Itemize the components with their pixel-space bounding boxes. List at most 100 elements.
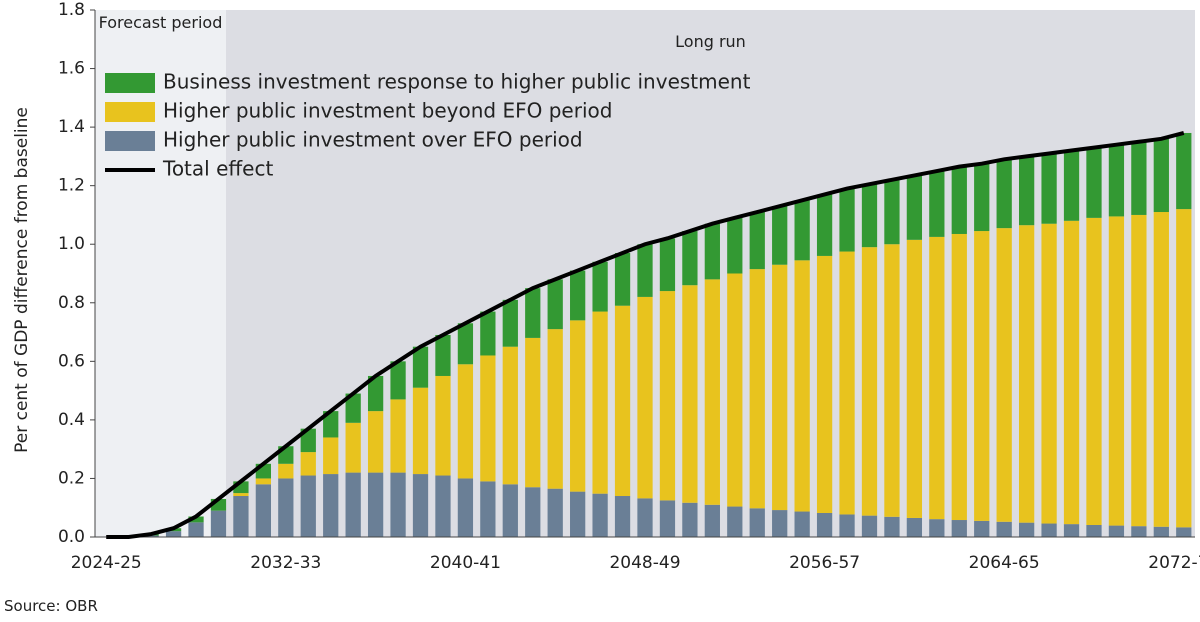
- bar-segment: [1019, 522, 1035, 537]
- bar-segment: [210, 498, 227, 511]
- bar-segment: [1131, 526, 1147, 537]
- y-tick-label: 0.2: [58, 468, 85, 488]
- bar-segment: [592, 311, 608, 494]
- y-tick-label: 1.8: [58, 0, 85, 20]
- bar-segment: [816, 512, 833, 537]
- bar-segment: [929, 519, 945, 537]
- x-tick-label: 2072-73: [1148, 553, 1200, 573]
- bar-segment: [951, 520, 967, 537]
- bar-segment: [1153, 138, 1169, 213]
- bar-segment: [659, 238, 676, 292]
- bar-segment: [323, 411, 339, 438]
- bar-segment: [951, 166, 967, 234]
- bar-segment: [502, 346, 518, 485]
- bar-segment: [457, 364, 474, 479]
- bar-segment: [435, 375, 451, 476]
- bar-segment: [794, 511, 810, 537]
- bar-segment: [570, 270, 586, 321]
- bar-segment: [367, 375, 384, 412]
- bar-segment: [278, 463, 294, 479]
- bar-segment: [480, 311, 496, 356]
- bar-segment: [772, 510, 788, 537]
- bar-segment: [570, 320, 586, 492]
- bar-segment: [300, 475, 316, 537]
- bar-segment: [255, 484, 271, 537]
- bar-segment: [480, 481, 496, 537]
- bar-segment: [278, 478, 294, 537]
- bar-segment: [1063, 220, 1080, 525]
- bar-segment: [749, 212, 765, 270]
- bar-segment: [749, 508, 765, 537]
- bar-segment: [659, 291, 676, 501]
- bar-segment: [412, 346, 429, 388]
- bar-segment: [794, 200, 810, 261]
- bar-segment: [525, 337, 541, 488]
- bar-segment: [547, 279, 563, 330]
- bar-segment: [794, 260, 810, 512]
- bar-segment: [682, 285, 698, 503]
- bar-segment: [861, 515, 878, 537]
- y-tick-label: 1.0: [58, 234, 85, 254]
- bar-segment: [974, 520, 990, 537]
- forecast-label: Forecast period: [98, 13, 223, 32]
- bar-segment: [996, 159, 1012, 229]
- bar-segment: [839, 251, 855, 515]
- forecast-shading: [95, 10, 226, 537]
- bar-segment: [345, 422, 361, 473]
- y-tick-label: 0.0: [58, 527, 85, 547]
- bar-segment: [592, 261, 608, 312]
- bar-segment: [165, 531, 182, 537]
- bar-segment: [772, 206, 788, 265]
- bar-segment: [570, 491, 586, 537]
- bar-segment: [861, 247, 878, 516]
- bar-segment: [435, 475, 451, 537]
- bar-segment: [614, 253, 631, 306]
- bar-segment: [1153, 526, 1169, 537]
- x-tick-label: 2032-33: [250, 553, 321, 573]
- bar-segment: [614, 496, 631, 537]
- bar-segment: [1041, 523, 1057, 537]
- bar-segment: [143, 535, 159, 537]
- bar-segment: [188, 516, 204, 523]
- bar-segment: [525, 288, 541, 338]
- bar-segment: [727, 506, 743, 537]
- y-tick-label: 0.6: [58, 351, 85, 371]
- source: Source: OBR: [4, 597, 98, 615]
- bar-segment: [323, 474, 339, 537]
- bar-segment: [839, 188, 855, 252]
- legend-swatch: [105, 131, 155, 151]
- bar-segment: [1131, 141, 1147, 215]
- bar-segment: [637, 296, 653, 499]
- bar-segment: [1108, 216, 1125, 526]
- bar-segment: [345, 472, 361, 537]
- bar-segment: [1019, 156, 1035, 226]
- bar-segment: [727, 217, 743, 274]
- y-tick-label: 1.4: [58, 117, 85, 137]
- bar-segment: [525, 487, 541, 537]
- bar-segment: [682, 502, 698, 537]
- bar-segment: [861, 184, 878, 248]
- legend-label: Total effect: [162, 157, 273, 181]
- bar-segment: [704, 504, 720, 537]
- bar-segment: [255, 478, 271, 485]
- bar-segment: [300, 428, 316, 453]
- bar-segment: [1108, 525, 1125, 537]
- x-tick-label: 2040-41: [430, 553, 501, 573]
- x-tick-label: 2048-49: [609, 553, 680, 573]
- bar-segment: [704, 279, 720, 505]
- bar-segment: [839, 514, 855, 537]
- bar-segment: [1108, 144, 1125, 217]
- bar-segment: [974, 163, 990, 232]
- legend-label: Business investment response to higher p…: [163, 70, 751, 94]
- bar-segment: [659, 500, 676, 537]
- bar-segment: [345, 393, 361, 423]
- bar-segment: [323, 437, 339, 475]
- y-tick-label: 0.8: [58, 293, 85, 313]
- bar-segment: [816, 194, 833, 256]
- bar-segment: [1176, 527, 1192, 537]
- bar-segment: [816, 255, 833, 513]
- bar-segment: [884, 516, 900, 537]
- bar-segment: [1063, 524, 1080, 537]
